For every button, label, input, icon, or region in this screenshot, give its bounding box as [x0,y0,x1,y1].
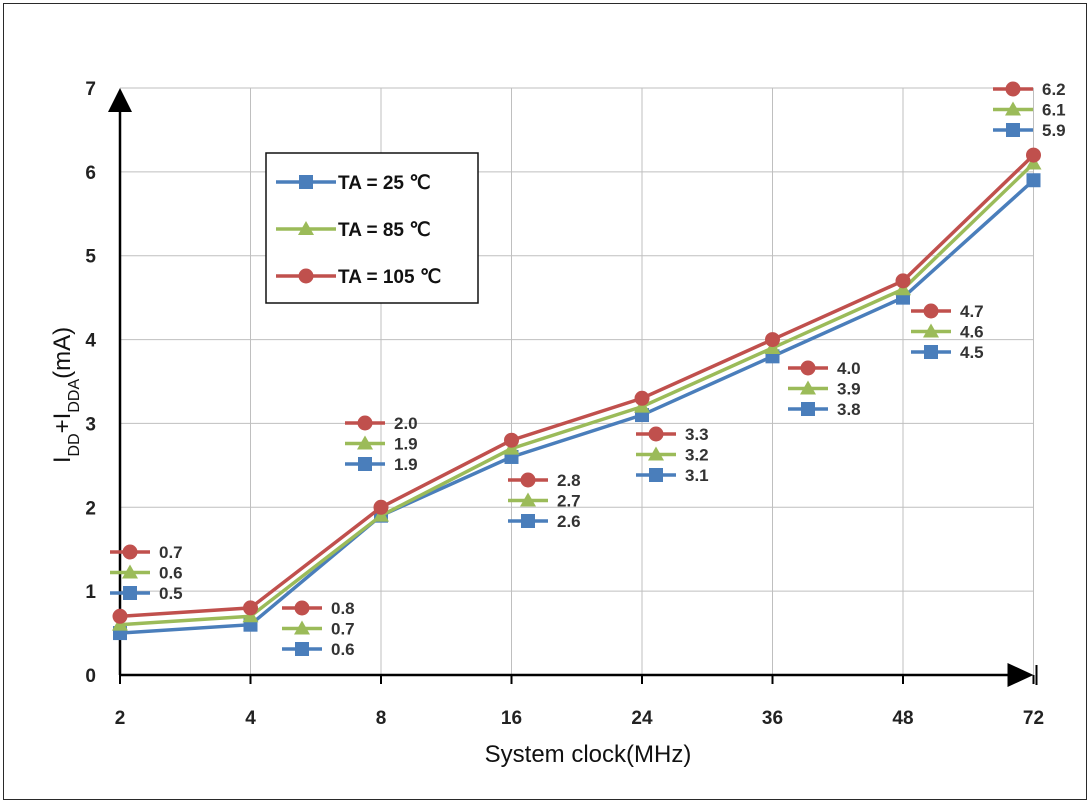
series-layer [112,147,1042,641]
data-point-2-5 [765,332,780,348]
data-label-marker [924,345,938,359]
data-label-2-7: 6.2 [1042,80,1066,99]
x-tick-label: 48 [892,708,913,729]
legend-marker-1 [298,221,314,235]
data-point-2-3 [504,432,519,448]
y-tick-label: 4 [85,331,96,352]
y-tick-label: 6 [85,163,96,184]
data-label-1-4: 3.2 [685,446,709,465]
data-label-0-4: 3.1 [685,466,709,485]
legend-label-1: TA = 85 ℃ [338,220,431,241]
data-label-marker [294,600,310,616]
data-label-marker [122,564,138,579]
data-point-2-7 [1026,147,1041,163]
y-tick-label: 0 [85,666,96,687]
data-label-marker [923,323,939,338]
x-tick-label: 4 [245,708,256,729]
data-label-marker [648,446,664,461]
data-label-marker [1005,101,1021,116]
data-labels: 0.70.60.50.80.70.62.01.91.92.82.72.63.33… [110,80,1066,659]
series-line-2 [119,153,1035,619]
data-label-marker [1006,123,1020,137]
series-line-1 [119,162,1035,627]
data-label-marker [649,468,663,482]
data-label-marker [358,457,372,471]
data-point-2-4 [634,390,650,406]
legend-label-0: TA = 25 ℃ [338,173,431,194]
y-tick-label: 3 [85,414,96,435]
data-label-1-6: 4.6 [960,323,984,342]
data-label-marker [294,620,310,635]
data-label-marker [1005,81,1021,97]
data-label-0-0: 0.5 [159,584,183,603]
series-line-0 [119,178,1035,635]
data-point-2-6 [895,273,911,289]
y-tick-label: 5 [85,247,96,268]
data-label-marker [800,360,816,376]
data-label-1-5: 3.9 [837,380,861,399]
x-tick-label: 36 [762,708,783,729]
legend: TA = 25 ℃ TA = 85 ℃ TA = 105 ℃ [265,152,479,304]
data-label-0-5: 3.8 [837,400,861,419]
data-label-marker [648,426,664,442]
data-label-marker [357,415,373,431]
data-label-marker [357,435,373,450]
x-tick-label: 16 [501,708,522,729]
data-label-2-3: 2.8 [557,471,581,490]
x-axis-title: System clock(MHz) [485,741,692,768]
data-label-marker [923,303,939,319]
data-label-0-1: 0.6 [331,640,355,659]
data-label-2-4: 3.3 [685,425,709,444]
y-tick-label: 1 [85,582,96,603]
x-tick-label: 8 [376,708,387,729]
data-label-marker [800,380,816,395]
data-point-2-1 [243,600,258,616]
x-tick-label: 2 [115,708,126,729]
data-label-1-2: 1.9 [394,435,418,454]
data-label-0-7: 5.9 [1042,121,1066,140]
y-tick-label: 2 [85,498,96,519]
data-label-marker [521,514,535,528]
data-label-1-3: 2.7 [557,492,581,511]
y-tick-label: 7 [85,79,96,100]
x-tick-label: 72 [1023,708,1044,729]
y-axis-title: IDD+IDDA(mA) [49,327,83,463]
data-label-1-1: 0.7 [331,620,355,639]
y-axis-arrow [108,88,132,112]
data-label-0-2: 1.9 [394,455,418,474]
grid [120,87,1034,675]
data-label-marker [122,544,138,560]
data-point-0-7 [1026,173,1041,188]
legend-label-2: TA = 105 ℃ [338,267,441,288]
data-label-0-6: 4.5 [960,343,984,362]
data-label-marker [520,472,536,488]
data-label-2-2: 2.0 [394,414,418,433]
chart-frame [3,3,1087,800]
data-label-1-0: 0.6 [159,564,183,583]
legend-marker-2 [298,268,314,284]
data-label-1-7: 6.1 [1042,101,1066,120]
data-label-marker [295,642,309,656]
x-tick-label: 24 [631,708,653,729]
data-label-marker [801,402,815,416]
data-point-2-0 [112,608,128,624]
data-label-marker [520,492,536,507]
data-point-2-2 [373,499,389,515]
data-label-2-1: 0.8 [331,599,355,618]
x-axis-arrow [1007,663,1034,687]
data-label-0-3: 2.6 [557,512,581,531]
data-label-2-6: 4.7 [960,302,984,321]
legend-marker-0 [299,175,313,189]
data-label-marker [123,586,137,600]
data-label-2-5: 4.0 [837,359,861,378]
data-label-2-0: 0.7 [159,543,183,562]
